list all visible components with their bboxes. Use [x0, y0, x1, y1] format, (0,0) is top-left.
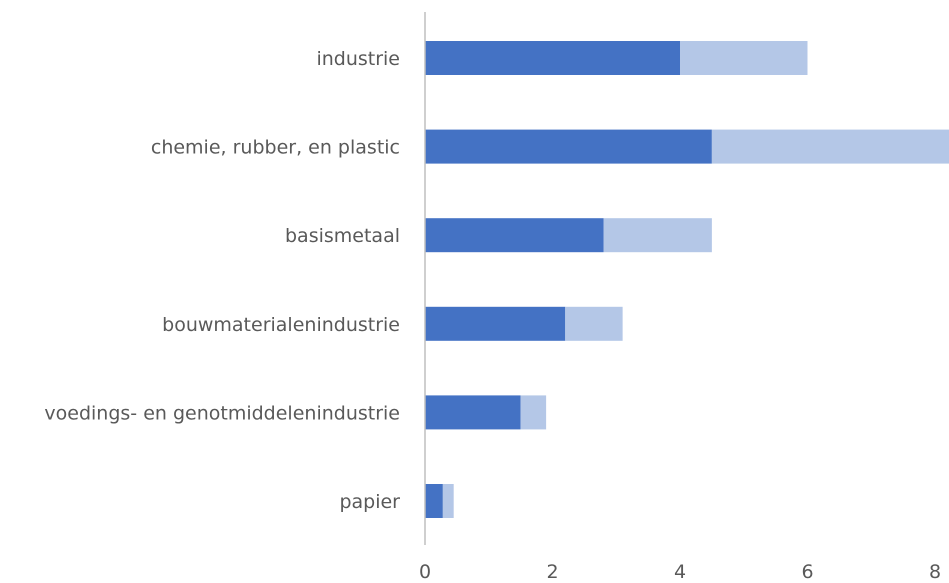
x-tick-label: 2 [546, 561, 558, 583]
bar-secondary-2 [603, 218, 712, 253]
category-label: basismetaal [285, 225, 400, 247]
category-label: bouwmaterialenindustrie [162, 314, 400, 336]
bar-primary-5 [425, 484, 443, 518]
bar-primary-2 [425, 218, 604, 253]
bar-secondary-1 [711, 129, 949, 164]
x-tick-label: 0 [419, 561, 431, 583]
bar-primary-3 [425, 306, 566, 341]
category-label: chemie, rubber, en plastic [151, 137, 400, 159]
bar-secondary-4 [520, 395, 547, 430]
bar-secondary-3 [565, 306, 623, 341]
category-labels: industrie chemie, rubber, en plastic basis… [44, 48, 400, 513]
bar-primary-0 [425, 41, 680, 75]
bar-primary-1 [425, 129, 712, 164]
value-axis-tick-labels: 0 2 4 6 8 [419, 561, 941, 583]
x-tick-label: 6 [801, 561, 813, 583]
x-tick-label: 4 [674, 561, 686, 583]
bar-secondary-0 [680, 41, 808, 75]
category-label: industrie [316, 48, 400, 70]
x-tick-label: 8 [929, 561, 941, 583]
bar-secondary-5 [442, 484, 454, 518]
bar-primary-4 [425, 395, 521, 430]
category-label: voedings- en genotmiddelenindustrie [44, 402, 400, 424]
category-label: papier [339, 491, 400, 513]
bars-group [425, 41, 949, 518]
